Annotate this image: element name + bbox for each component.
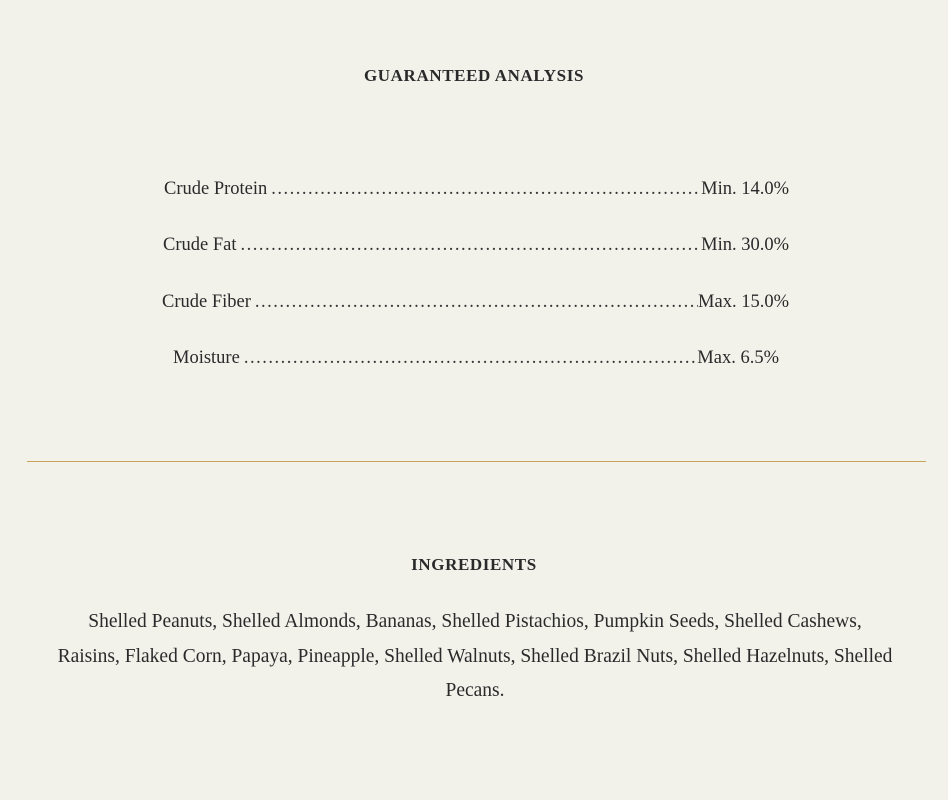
analysis-label: Crude Fat	[163, 235, 237, 255]
analysis-row-moisture: Moisture Max. 6.5%	[173, 348, 779, 369]
analysis-label: Moisture	[173, 348, 240, 368]
dot-leader	[244, 348, 697, 369]
dot-leader	[271, 179, 701, 200]
analysis-label: Crude Protein	[164, 179, 268, 199]
section-divider	[27, 461, 926, 462]
analysis-value: Max. 6.5%	[697, 348, 779, 368]
analysis-value: Min. 30.0%	[701, 235, 789, 255]
analysis-row-crude-protein: Crude Protein Min. 14.0%	[164, 179, 789, 200]
dot-leader	[240, 235, 701, 256]
analysis-label: Crude Fiber	[162, 292, 251, 312]
analysis-value: Min. 14.0%	[701, 179, 789, 199]
guaranteed-analysis-heading: GUARANTEED ANALYSIS	[363, 66, 585, 85]
ingredients-list: Shelled Peanuts, Shelled Almonds, Banana…	[57, 611, 893, 701]
analysis-value: Max. 15.0%	[698, 292, 789, 312]
analysis-row-crude-fiber: Crude Fiber Max. 15.0%	[162, 292, 789, 313]
dot-leader	[255, 292, 698, 313]
analysis-row-crude-fat: Crude Fat Min. 30.0%	[163, 235, 789, 256]
ingredients-heading: INGREDIENTS	[411, 555, 537, 574]
